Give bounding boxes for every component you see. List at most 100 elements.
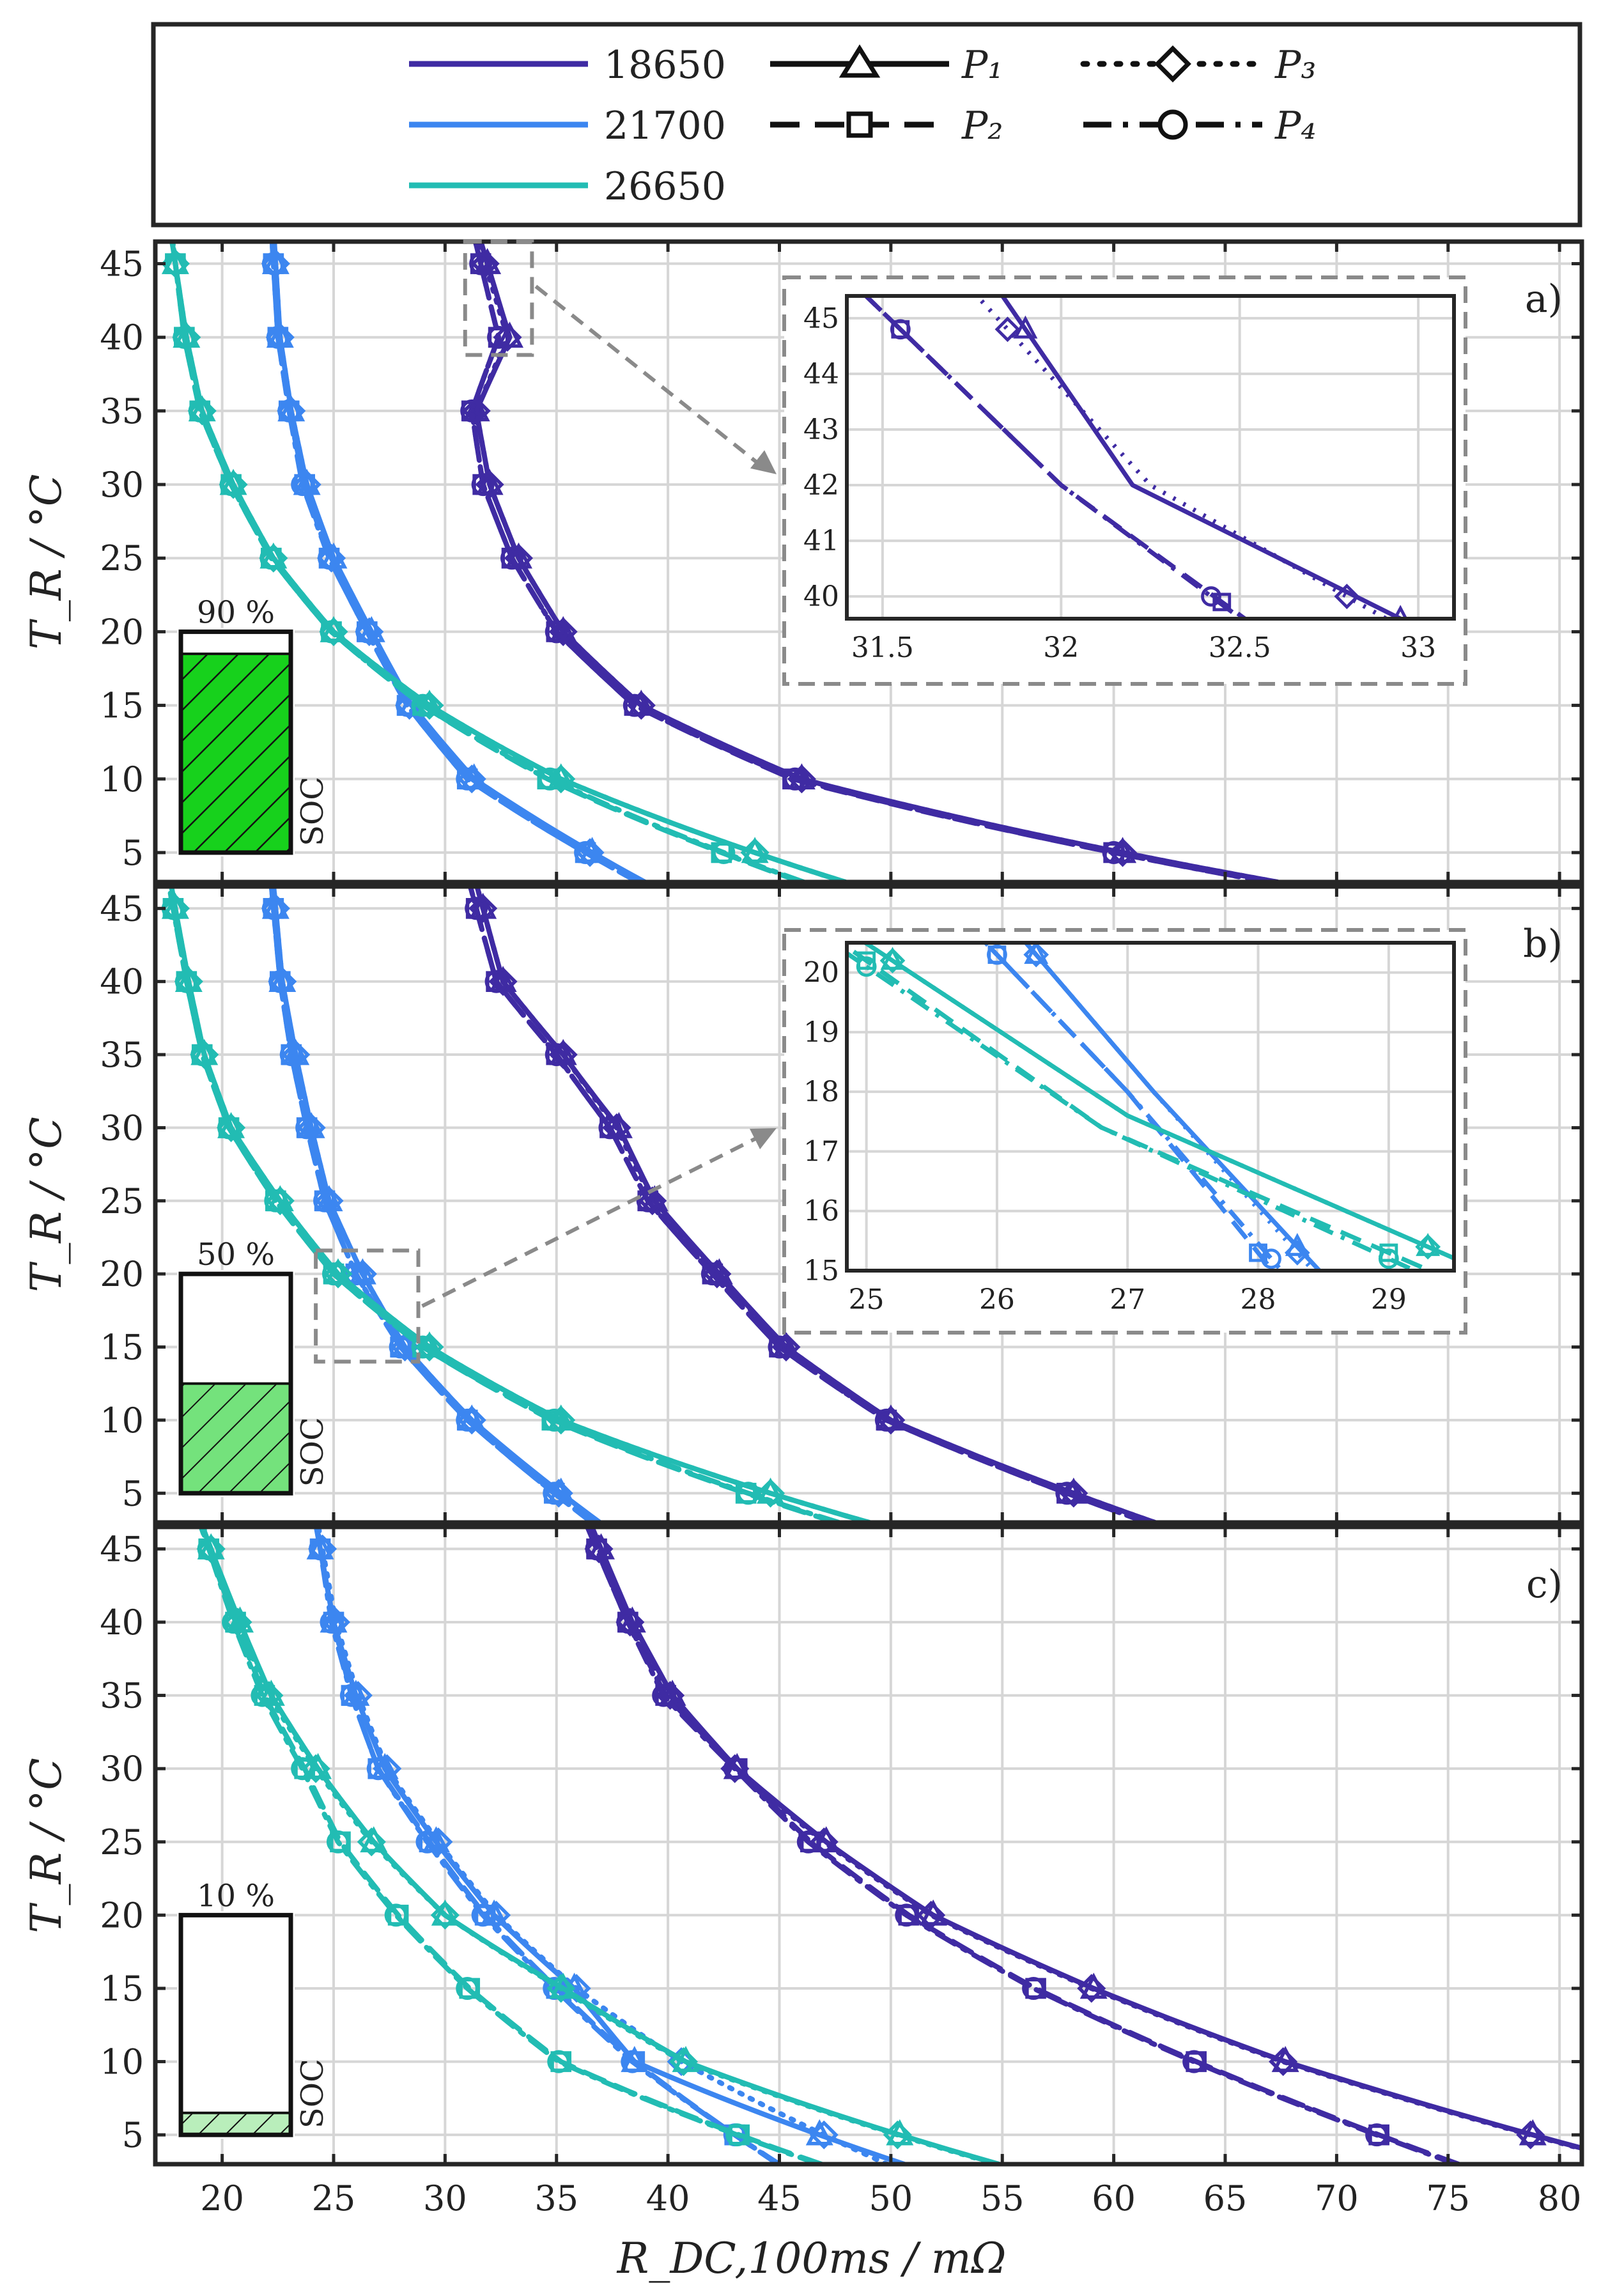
x-tick-label: 45 <box>757 2178 801 2218</box>
point-18650-P4 <box>1102 840 1125 864</box>
point-21700-P4 <box>261 897 285 920</box>
soc-gauge-fill <box>180 652 292 854</box>
point-18650-P4 <box>545 620 568 644</box>
soc-gauge: 50 % SOC <box>177 1237 330 1498</box>
y-tick-label: 15 <box>100 1328 144 1368</box>
x-tick-label: 60 <box>1092 2178 1136 2218</box>
inset-y-tick-label: 16 <box>803 1195 839 1228</box>
point-26650-P3 <box>546 1974 576 2003</box>
legend-marker-triangle <box>839 44 881 78</box>
axes-frame <box>153 239 1584 885</box>
panel-label: a) <box>1525 277 1563 321</box>
x-tick-label: 70 <box>1315 2178 1359 2218</box>
plot-area <box>155 1527 1582 2164</box>
axes-frame <box>153 1524 1584 2167</box>
legend-label-p1: P₁ <box>961 43 1003 88</box>
point-18650-P4 <box>460 399 484 422</box>
inset-x-tick-label: 28 <box>1241 1283 1276 1316</box>
point-26650-P3 <box>415 1332 444 1362</box>
inset-series-18650-P4 <box>862 296 1242 619</box>
inset-point-18650-P4 <box>1201 586 1221 607</box>
zoom-arrowhead <box>749 1128 777 1150</box>
point-21700-P3 <box>457 764 486 794</box>
point-21700-P4 <box>574 840 598 864</box>
y-tick-label: 45 <box>100 1529 144 1569</box>
inset-x-tick-label: 32.5 <box>1209 631 1271 664</box>
inset-y-tick-label: 18 <box>803 1076 839 1108</box>
point-26650-P4 <box>173 325 196 349</box>
point-26650-P4 <box>725 2123 749 2147</box>
point-21700-P4 <box>543 1482 566 1505</box>
point-26650-P3 <box>301 1754 330 1783</box>
point-18650-P4 <box>585 1537 608 1561</box>
panel-2: 5 10 15 20 25 30 35 40 45 T_R / °C b) 50 % SOC 25 26 27… <box>22 884 1584 1525</box>
point-18650-P4 <box>1022 1976 1046 2000</box>
y-tick-label: 5 <box>122 2115 144 2155</box>
inset-y-tick-label: 20 <box>803 957 839 989</box>
zoom-arrowhead <box>750 450 777 474</box>
point-18650-P4 <box>768 1335 791 1359</box>
series-18650-P4 <box>469 242 1271 882</box>
point-26650-P3 <box>756 1478 785 1508</box>
point-21700-P4 <box>355 620 379 644</box>
series-21700-P3 <box>272 242 646 882</box>
soc-value: 10 % <box>197 1878 275 1914</box>
point-18650-P4 <box>623 693 646 717</box>
point-18650-P4 <box>723 1757 746 1781</box>
y-axis-title: T_R / °C <box>22 1117 71 1292</box>
inset-x-tick-label: 31.5 <box>851 631 914 664</box>
legend-marker-square <box>846 111 873 138</box>
panel-label: b) <box>1523 922 1563 966</box>
axes-frame <box>153 884 1584 1525</box>
inset-y-tick-label: 15 <box>803 1255 839 1287</box>
y-tick-label: 10 <box>100 759 144 800</box>
x-tick-label: 20 <box>200 2178 244 2218</box>
y-axis-title: T_R / °C <box>22 474 71 649</box>
point-26650-P4 <box>174 970 198 993</box>
legend-label-p2: P₂ <box>961 104 1003 148</box>
inset: 31.5 32 32.5 33 40 41 42 43 44 45 <box>782 275 1467 686</box>
soc-label: SOC <box>295 1417 330 1487</box>
y-tick-label: 35 <box>100 1035 144 1075</box>
point-18650-P3 <box>787 764 816 794</box>
point-21700-P4 <box>318 546 341 570</box>
y-tick-label: 30 <box>100 1108 144 1148</box>
point-21700-P4 <box>320 1610 343 1634</box>
panels: 5 10 15 20 25 30 35 40 45 T_R / °C a) 90 % SOC 31.5 32… <box>22 239 1584 2167</box>
x-tick-label: 50 <box>869 2178 913 2218</box>
point-18650-P4 <box>652 1684 676 1707</box>
point-18650-P4 <box>616 1610 640 1634</box>
legend-label-p3: P₃ <box>1274 43 1316 88</box>
panel-3: 5 10 15 20 25 30 35 40 45 T_R / °C c) 10 % SOC <box>22 1524 1584 2167</box>
x-tick-label: 30 <box>423 2178 467 2218</box>
point-18650-P4 <box>598 1116 622 1140</box>
point-21700-P4 <box>309 1537 332 1561</box>
point-26650-P4 <box>547 2050 571 2073</box>
point-21700-P4 <box>389 1335 412 1359</box>
inset: 25 26 27 28 29 15 16 17 18 19 20 <box>782 928 1467 1335</box>
point-18650-P4 <box>700 1262 724 1286</box>
y-tick-label: 20 <box>100 1895 144 1935</box>
x-tick-label: 55 <box>980 2178 1025 2218</box>
point-18650-P4 <box>783 767 807 791</box>
y-tick-label: 10 <box>100 1400 144 1441</box>
point-18650-P4 <box>545 1043 568 1067</box>
legend-label-p4: P₄ <box>1274 104 1316 148</box>
x-axis-title: R_DC,100ms / mΩ <box>617 2234 1007 2283</box>
inset-series <box>862 296 1408 619</box>
point-26650-P4 <box>456 1976 479 2000</box>
point-21700-P4 <box>456 767 479 791</box>
soc-gauge-bg <box>177 1911 295 2139</box>
inset-y-tick-label: 41 <box>803 525 839 557</box>
y-tick-label: 15 <box>100 1969 144 2009</box>
inset-frame <box>845 941 1456 1273</box>
y-tick-label: 20 <box>100 1254 144 1294</box>
inset-point-26650-P3 <box>1415 1234 1441 1260</box>
series-group <box>196 1527 1582 2164</box>
point-21700-P4 <box>415 1830 439 1854</box>
point-26650-P4 <box>736 1482 760 1505</box>
point-18650-P4 <box>487 325 511 349</box>
inset-point-21700-P4 <box>1261 1248 1281 1269</box>
inset-y-tick-label: 42 <box>803 469 839 502</box>
